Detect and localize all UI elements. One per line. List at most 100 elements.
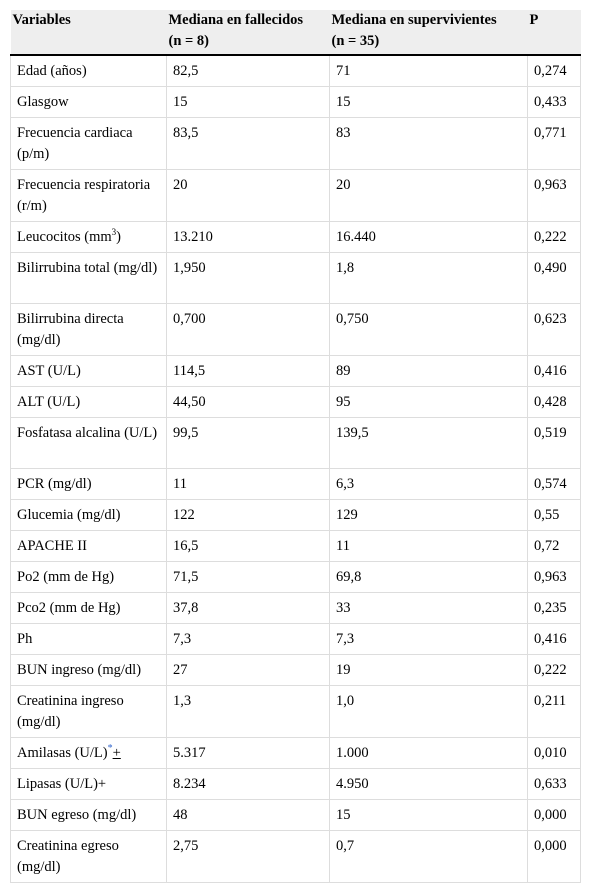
cell-survivors: 69,8 [329, 561, 528, 593]
cell-variable: Edad (años) [10, 55, 167, 87]
header-survivors-line1: Mediana en supervivientes [331, 12, 497, 28]
variable-text: Amilasas (U/L) [17, 745, 108, 761]
cell-deceased: 2,75 [166, 830, 330, 883]
cell-variable: Pco2 (mm de Hg) [10, 592, 167, 624]
table-row: PCR (mg/dl) 11 6,3 0,574 [10, 468, 581, 500]
header-deceased-line1: Mediana en fallecidos [168, 12, 304, 28]
cell-p: 0,623 [527, 303, 581, 356]
cell-p: 0,428 [527, 386, 581, 418]
cell-variable: ALT (U/L) [10, 386, 167, 418]
cell-p: 0,433 [527, 86, 581, 118]
cell-survivors: 6,3 [329, 468, 528, 500]
cell-survivors: 11 [329, 530, 528, 562]
cell-deceased: 13.210 [166, 221, 330, 253]
header-deceased-line2: (n = 8) [168, 33, 209, 49]
table-row: BUN ingreso (mg/dl) 27 19 0,222 [10, 654, 581, 686]
table-row: Glucemia (mg/dl) 122 129 0,55 [10, 499, 581, 531]
cell-deceased: 11 [166, 468, 330, 500]
cell-variable: Creatinina egreso (mg/dl) [10, 830, 167, 883]
cell-variable: BUN egreso (mg/dl) [10, 799, 167, 831]
cell-p: 0,235 [527, 592, 581, 624]
cell-deceased: 16,5 [166, 530, 330, 562]
cell-p: 0,963 [527, 169, 581, 222]
table-row: APACHE II 16,5 11 0,72 [10, 530, 581, 562]
cell-survivors: 33 [329, 592, 528, 624]
cell-deceased: 82,5 [166, 55, 330, 87]
cell-deceased: 8.234 [166, 768, 330, 800]
cell-deceased: 48 [166, 799, 330, 831]
cell-deceased: 83,5 [166, 117, 330, 170]
cell-variable: APACHE II [10, 530, 167, 562]
table-row: Glasgow 15 15 0,433 [10, 86, 581, 118]
cell-deceased: 114,5 [166, 355, 330, 387]
cell-variable: Bilirrubina total (mg/dl) [10, 252, 167, 304]
cell-p: 0,771 [527, 117, 581, 170]
cell-survivors: 1.000 [329, 737, 528, 769]
table-row: Lipasas (U/L)+ 8.234 4.950 0,633 [10, 768, 581, 800]
cell-p: 0,274 [527, 55, 581, 87]
cell-survivors: 4.950 [329, 768, 528, 800]
header-variables-label: Variables [12, 12, 71, 28]
cell-variable: Amilasas (U/L)*+ [10, 737, 167, 769]
cell-p: 0,010 [527, 737, 581, 769]
cell-survivors: 7,3 [329, 623, 528, 655]
header-survivors-line2: (n = 35) [331, 33, 380, 49]
cell-survivors: 1,0 [329, 685, 528, 738]
cell-deceased: 5.317 [166, 737, 330, 769]
cell-variable: PCR (mg/dl) [10, 468, 167, 500]
cell-survivors: 129 [329, 499, 528, 531]
table-row: Bilirrubina total (mg/dl) 1,950 1,8 0,49… [10, 252, 581, 304]
cell-deceased: 37,8 [166, 592, 330, 624]
header-p: P [527, 10, 581, 56]
footnote-ref-link[interactable]: * [107, 743, 113, 755]
cell-variable: Glasgow [10, 86, 167, 118]
table-row: Ph 7,3 7,3 0,416 [10, 623, 581, 655]
variable-text-suffix: ) [116, 229, 121, 245]
cell-p: 0,55 [527, 499, 581, 531]
header-row: Variables Mediana en fallecidos (n = 8) … [10, 10, 581, 56]
cell-variable: Fosfatasa alcalina (U/L) [10, 417, 167, 469]
table-row: Amilasas (U/L)*+ 5.317 1.000 0,010 [10, 737, 581, 769]
cell-survivors: 0,7 [329, 830, 528, 883]
table-row: Edad (años) 82,5 71 0,274 [10, 55, 581, 87]
superscript-exponent: 3 [111, 227, 117, 238]
table-row: Frecuencia respiratoria (r/m) 20 20 0,96… [10, 169, 581, 222]
table-body: Edad (años) 82,5 71 0,274 Glasgow 15 15 … [10, 55, 581, 883]
table-row: Fosfatasa alcalina (U/L) 99,5 139,5 0,51… [10, 417, 581, 469]
cell-variable: Bilirrubina directa (mg/dl) [10, 303, 167, 356]
cell-variable: Ph [10, 623, 167, 655]
cell-survivors: 95 [329, 386, 528, 418]
cell-variable: AST (U/L) [10, 355, 167, 387]
cell-variable: Lipasas (U/L)+ [10, 768, 167, 800]
cell-variable: Leucocitos (mm3) [10, 221, 167, 253]
cell-variable: Glucemia (mg/dl) [10, 499, 167, 531]
header-deceased: Mediana en fallecidos (n = 8) [166, 10, 330, 56]
table-row: Creatinina ingreso (mg/dl) 1,3 1,0 0,211 [10, 685, 581, 738]
cell-deceased: 7,3 [166, 623, 330, 655]
cell-p: 0,211 [527, 685, 581, 738]
table-row: Creatinina egreso (mg/dl) 2,75 0,7 0,000 [10, 830, 581, 883]
cell-deceased: 1,3 [166, 685, 330, 738]
table-row: Bilirrubina directa (mg/dl) 0,700 0,750 … [10, 303, 581, 356]
cell-deceased: 20 [166, 169, 330, 222]
cell-p: 0,222 [527, 221, 581, 253]
table-row: Po2 (mm de Hg) 71,5 69,8 0,963 [10, 561, 581, 593]
cell-survivors: 139,5 [329, 417, 528, 469]
cell-p: 0,574 [527, 468, 581, 500]
cell-variable: Creatinina ingreso (mg/dl) [10, 685, 167, 738]
cell-p: 0,000 [527, 799, 581, 831]
cell-survivors: 20 [329, 169, 528, 222]
cell-p: 0,416 [527, 355, 581, 387]
cell-deceased: 0,700 [166, 303, 330, 356]
table-row: ALT (U/L) 44,50 95 0,428 [10, 386, 581, 418]
cell-deceased: 15 [166, 86, 330, 118]
cell-p: 0,963 [527, 561, 581, 593]
cell-survivors: 83 [329, 117, 528, 170]
cell-deceased: 27 [166, 654, 330, 686]
variable-text: Leucocitos (mm [17, 229, 112, 245]
cell-variable: Po2 (mm de Hg) [10, 561, 167, 593]
header-variables: Variables [10, 10, 167, 56]
cell-p: 0,72 [527, 530, 581, 562]
cell-variable: Frecuencia respiratoria (r/m) [10, 169, 167, 222]
cell-survivors: 15 [329, 799, 528, 831]
